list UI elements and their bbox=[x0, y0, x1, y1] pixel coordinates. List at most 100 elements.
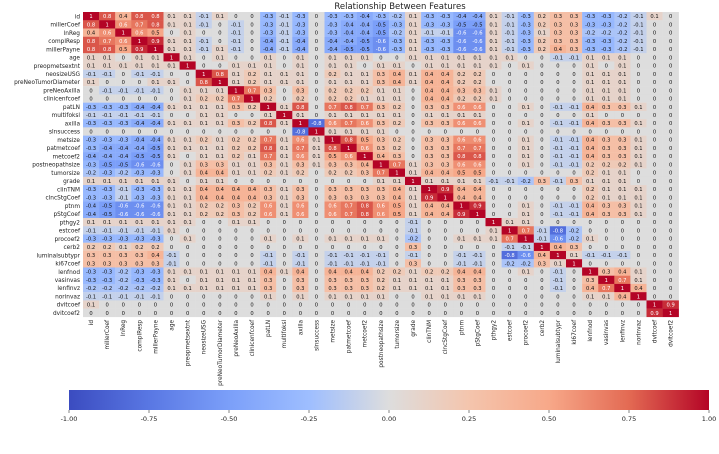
cell-value-label: 0.1 bbox=[441, 179, 449, 185]
heatmap-cell bbox=[147, 292, 164, 301]
cell-value-label: 0.4 bbox=[232, 195, 241, 201]
heatmap-cell bbox=[99, 143, 116, 153]
heatmap-cell bbox=[115, 267, 132, 276]
heatmap-cell bbox=[388, 267, 406, 276]
heatmap-cell bbox=[405, 12, 422, 21]
colorbar-tick-label: 0.75 bbox=[622, 415, 636, 423]
heatmap-cell bbox=[566, 12, 583, 21]
cell-value-label: 0.2 bbox=[538, 47, 546, 53]
cell-value-label: 0 bbox=[315, 22, 318, 28]
heatmap-cell bbox=[260, 53, 277, 62]
cell-value-label: 0 bbox=[540, 294, 543, 300]
cell-value-label: 0 bbox=[315, 303, 318, 309]
heatmap-cell bbox=[131, 234, 148, 243]
heatmap-cell bbox=[131, 242, 148, 252]
cell-value-label: -0.1 bbox=[553, 286, 563, 292]
heatmap-cell bbox=[131, 160, 148, 169]
heatmap-cell bbox=[324, 119, 341, 128]
cell-value-label: 0 bbox=[186, 253, 189, 259]
heatmap-cell bbox=[99, 77, 116, 87]
cell-value-label: 0 bbox=[508, 72, 511, 78]
cell-value-label: 0.1 bbox=[167, 270, 175, 276]
cell-value-label: 0.3 bbox=[232, 212, 240, 218]
heatmap-cell bbox=[549, 86, 567, 95]
cell-value-label: 0 bbox=[653, 261, 656, 267]
cell-value-label: 0 bbox=[653, 179, 656, 185]
heatmap-cell bbox=[83, 135, 100, 145]
heatmap-cell bbox=[131, 218, 148, 227]
heatmap-cell bbox=[308, 86, 325, 95]
heatmap-cell bbox=[292, 176, 309, 186]
heatmap-cell bbox=[533, 160, 551, 169]
heatmap-cell bbox=[566, 36, 583, 46]
cell-value-label: -0.3 bbox=[86, 105, 96, 111]
cell-value-label: 0.4 bbox=[554, 245, 563, 251]
cell-value-label: 0.7 bbox=[618, 278, 626, 284]
cell-value-label: 0 bbox=[395, 55, 398, 61]
cell-value-label: 0.1 bbox=[328, 129, 336, 135]
cell-value-label: 0 bbox=[556, 88, 559, 94]
heatmap-cell bbox=[501, 152, 518, 161]
cell-value-label: 0 bbox=[540, 146, 543, 152]
cell-value-label: 0.6 bbox=[119, 39, 127, 45]
cell-value-label: 0 bbox=[315, 31, 318, 37]
heatmap-cell bbox=[244, 308, 261, 318]
heatmap-cell bbox=[244, 226, 261, 235]
heatmap-cell bbox=[227, 283, 245, 293]
cell-value-label: 0 bbox=[234, 237, 237, 243]
heatmap-cell bbox=[388, 86, 406, 95]
cell-value-label: 0 bbox=[637, 80, 640, 86]
heatmap-cell bbox=[582, 86, 599, 95]
cell-value-label: 0 bbox=[315, 278, 318, 284]
cell-value-label: 0.1 bbox=[184, 270, 192, 276]
heatmap-cell bbox=[405, 135, 422, 145]
heatmap-cell bbox=[517, 152, 534, 161]
cell-value-label: 0.1 bbox=[167, 154, 175, 160]
cell-value-label: 0 bbox=[444, 220, 447, 226]
cell-value-label: -0.1 bbox=[376, 253, 386, 259]
cell-value-label: 0.7 bbox=[345, 212, 353, 218]
cell-value-label: -0.2 bbox=[617, 47, 627, 53]
heatmap-cell bbox=[227, 201, 245, 210]
cell-value-label: 0 bbox=[395, 228, 398, 234]
cell-value-label: 0.1 bbox=[602, 80, 610, 86]
cell-value-label: 0 bbox=[186, 245, 189, 251]
cell-value-label: 0.8 bbox=[151, 14, 159, 20]
cell-value-label: 0 bbox=[154, 97, 157, 103]
row-label: dvitcoef2 bbox=[53, 311, 80, 317]
heatmap-cell bbox=[83, 283, 100, 293]
cell-value-label: 0.1 bbox=[441, 278, 449, 284]
cell-value-label: 0.1 bbox=[361, 294, 369, 300]
heatmap-cell bbox=[340, 292, 357, 301]
heatmap-cell bbox=[260, 44, 277, 54]
cell-value-label: -0.1 bbox=[199, 22, 209, 28]
heatmap-cell bbox=[485, 110, 502, 120]
cell-value-label: 0 bbox=[524, 303, 527, 309]
heatmap-cell bbox=[421, 308, 438, 318]
cell-value-label: -0.4 bbox=[360, 14, 371, 20]
heatmap-cell bbox=[324, 283, 341, 293]
heatmap-cell bbox=[195, 308, 212, 318]
cell-value-label: 0 bbox=[331, 245, 334, 251]
cell-value-label: 0 bbox=[266, 179, 269, 185]
cell-value-label: 0.1 bbox=[264, 237, 272, 243]
cell-value-label: -0.1 bbox=[553, 154, 563, 160]
heatmap-cell bbox=[469, 300, 486, 309]
heatmap-cell bbox=[405, 77, 422, 87]
heatmap-cell bbox=[549, 250, 567, 260]
heatmap-cell bbox=[227, 209, 245, 219]
heatmap-cell bbox=[292, 259, 309, 268]
cell-value-label: 0.3 bbox=[328, 162, 336, 168]
heatmap-cell bbox=[598, 209, 615, 219]
cell-value-label: 0 bbox=[653, 294, 656, 300]
cell-value-label: -0.1 bbox=[553, 278, 563, 284]
cell-value-label: 0 bbox=[411, 121, 414, 127]
heatmap-cell bbox=[227, 143, 245, 153]
heatmap-cell bbox=[501, 28, 518, 37]
heatmap-cell bbox=[388, 12, 406, 21]
cell-value-label: 0 bbox=[186, 154, 189, 160]
cell-value-label: 0 bbox=[669, 121, 672, 127]
cell-value-label: -0.4 bbox=[360, 22, 371, 28]
heatmap-cell bbox=[276, 250, 293, 260]
cell-value-label: -0.6 bbox=[456, 47, 466, 53]
